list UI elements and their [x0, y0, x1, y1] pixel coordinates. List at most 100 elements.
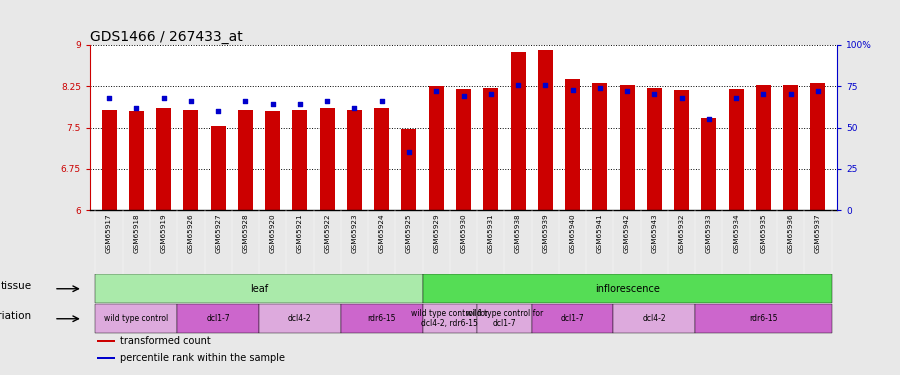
Text: wild type control: wild type control — [104, 314, 168, 323]
Point — [538, 82, 553, 88]
Text: GSM65919: GSM65919 — [160, 213, 166, 253]
Bar — [756, 85, 771, 210]
Bar — [647, 88, 662, 210]
Point — [674, 95, 688, 101]
Point — [374, 98, 389, 104]
Text: GSM65926: GSM65926 — [188, 213, 194, 253]
FancyBboxPatch shape — [477, 304, 532, 333]
Text: GSM65927: GSM65927 — [215, 213, 221, 253]
Text: GSM65938: GSM65938 — [515, 213, 521, 253]
Point — [729, 95, 743, 101]
Text: GSM65942: GSM65942 — [624, 213, 630, 253]
Point — [401, 149, 416, 155]
Bar — [156, 108, 171, 210]
Text: GDS1466 / 267433_at: GDS1466 / 267433_at — [90, 30, 243, 44]
Bar — [456, 89, 471, 210]
Text: GSM65940: GSM65940 — [570, 213, 576, 253]
Bar — [211, 126, 226, 210]
Bar — [428, 86, 444, 210]
Text: GSM65939: GSM65939 — [543, 213, 548, 253]
Text: GSM65923: GSM65923 — [351, 213, 357, 253]
Text: dcl4-2: dcl4-2 — [643, 314, 666, 323]
Bar — [266, 111, 280, 210]
FancyBboxPatch shape — [423, 274, 832, 303]
FancyBboxPatch shape — [532, 304, 614, 333]
Bar — [238, 110, 253, 210]
Point — [511, 82, 526, 88]
Point — [238, 98, 253, 104]
Point — [266, 101, 280, 107]
FancyBboxPatch shape — [423, 304, 477, 333]
FancyBboxPatch shape — [95, 274, 423, 303]
Bar — [483, 88, 499, 210]
Text: GSM65941: GSM65941 — [597, 213, 603, 253]
Text: tissue: tissue — [0, 281, 32, 291]
Text: GSM65918: GSM65918 — [133, 213, 140, 253]
Bar — [810, 84, 825, 210]
Bar — [129, 111, 144, 210]
Text: GSM65929: GSM65929 — [433, 213, 439, 253]
Point — [483, 92, 498, 98]
Text: GSM65917: GSM65917 — [106, 213, 112, 253]
Bar — [102, 110, 117, 210]
Text: GSM65931: GSM65931 — [488, 213, 494, 253]
Text: dcl1-7: dcl1-7 — [206, 314, 230, 323]
Text: GSM65933: GSM65933 — [706, 213, 712, 253]
Bar — [347, 110, 362, 210]
Text: GSM65928: GSM65928 — [242, 213, 248, 253]
Bar — [538, 51, 553, 210]
Point — [565, 87, 580, 93]
Text: leaf: leaf — [250, 284, 268, 294]
Text: GSM65943: GSM65943 — [652, 213, 657, 253]
Point — [157, 95, 171, 101]
Bar — [565, 79, 580, 210]
Text: dcl4-2: dcl4-2 — [288, 314, 311, 323]
FancyBboxPatch shape — [341, 304, 423, 333]
Text: GSM65925: GSM65925 — [406, 213, 412, 253]
Point — [456, 93, 471, 99]
Text: rdr6-15: rdr6-15 — [749, 314, 778, 323]
Point — [811, 88, 825, 94]
Text: transformed count: transformed count — [120, 336, 211, 346]
Point — [102, 95, 116, 101]
Bar — [97, 340, 115, 342]
Bar — [292, 110, 308, 210]
Bar — [374, 108, 389, 210]
Point — [211, 108, 225, 114]
Point — [184, 98, 198, 104]
Bar — [97, 357, 115, 358]
Text: GSM65934: GSM65934 — [734, 213, 739, 253]
FancyBboxPatch shape — [695, 304, 832, 333]
Text: GSM65936: GSM65936 — [788, 213, 794, 253]
Text: GSM65935: GSM65935 — [760, 213, 767, 253]
Text: wild type control for
dcl4-2, rdr6-15: wild type control for dcl4-2, rdr6-15 — [411, 309, 489, 328]
FancyBboxPatch shape — [259, 304, 341, 333]
Text: genotype/variation: genotype/variation — [0, 311, 32, 321]
Bar — [184, 110, 198, 210]
Bar — [619, 85, 634, 210]
Bar — [674, 90, 689, 210]
Text: GSM65921: GSM65921 — [297, 213, 303, 253]
Text: GSM65920: GSM65920 — [270, 213, 275, 253]
Point — [702, 116, 716, 122]
Bar — [510, 52, 526, 210]
Bar — [592, 84, 608, 210]
Text: rdr6-15: rdr6-15 — [367, 314, 396, 323]
Text: GSM65922: GSM65922 — [324, 213, 330, 253]
Point — [429, 88, 444, 94]
Bar — [701, 118, 716, 210]
Point — [129, 105, 143, 111]
Bar — [783, 85, 798, 210]
Point — [784, 92, 798, 98]
Bar — [401, 129, 417, 210]
FancyBboxPatch shape — [614, 304, 695, 333]
Point — [292, 101, 307, 107]
Bar — [729, 89, 743, 210]
Point — [756, 92, 770, 98]
Text: wild type control for
dcl1-7: wild type control for dcl1-7 — [466, 309, 543, 328]
Point — [592, 85, 607, 91]
Text: inflorescence: inflorescence — [595, 284, 660, 294]
FancyBboxPatch shape — [95, 304, 177, 333]
Point — [347, 105, 362, 111]
Point — [647, 92, 662, 98]
